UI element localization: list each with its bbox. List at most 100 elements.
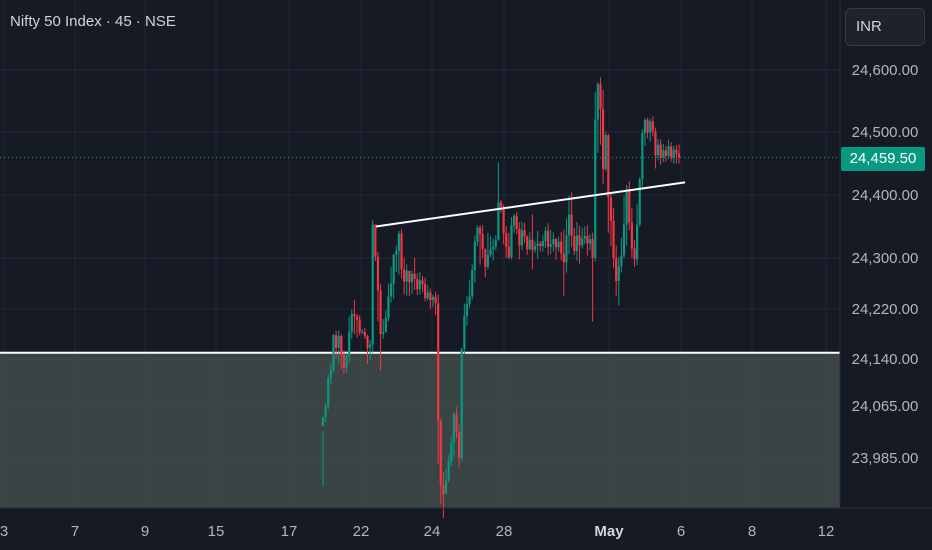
- candle: [573, 227, 576, 255]
- x-tick-label: 12: [818, 523, 835, 540]
- candle: [646, 117, 649, 139]
- candle: [526, 235, 529, 255]
- candle: [371, 220, 374, 353]
- candle: [649, 118, 652, 142]
- candle: [484, 248, 487, 278]
- candle: [382, 319, 385, 339]
- candle: [675, 145, 678, 164]
- candle: [494, 235, 497, 251]
- x-tick-label: 3: [0, 523, 8, 540]
- candle: [599, 77, 602, 145]
- candle: [434, 291, 437, 316]
- candle: [510, 217, 513, 260]
- candle: [604, 132, 607, 172]
- candle: [497, 162, 500, 241]
- candle: [520, 221, 524, 251]
- candle: [591, 232, 594, 322]
- candle: [601, 89, 605, 185]
- candle: [625, 184, 628, 246]
- candle: [612, 207, 615, 269]
- candle: [528, 232, 531, 251]
- candle: [486, 232, 490, 270]
- x-tick-label: 9: [141, 523, 149, 540]
- candle: [670, 142, 673, 162]
- candle: [327, 374, 330, 410]
- candle: [617, 257, 620, 306]
- candle: [594, 91, 597, 262]
- candle: [463, 303, 466, 354]
- candle: [478, 225, 482, 265]
- candle: [512, 213, 516, 233]
- candle: [416, 273, 419, 295]
- y-tick-label: 24,600.00: [852, 62, 919, 79]
- price-axis[interactable]: 24,600.00 24,500.00 24,400.00 24,300.00 24,2…: [852, 62, 919, 467]
- candle: [334, 330, 338, 359]
- candle: [405, 264, 408, 296]
- candle: [363, 327, 366, 339]
- candle: [397, 230, 401, 275]
- symbol-title[interactable]: Nifty 50 Index · 45 · NSE: [10, 13, 176, 30]
- x-tick-label: May: [594, 523, 624, 540]
- candle: [410, 270, 414, 294]
- x-tick-label: 28: [496, 523, 513, 540]
- candle: [353, 300, 356, 334]
- trendline[interactable]: [375, 181, 686, 228]
- candle: [392, 253, 395, 299]
- candle: [536, 230, 539, 259]
- candle: [677, 144, 681, 164]
- currency-button[interactable]: INR: [845, 8, 925, 46]
- candle: [643, 117, 647, 146]
- candle: [340, 334, 343, 370]
- candle: [465, 296, 469, 326]
- candle: [622, 195, 626, 258]
- candle: [549, 229, 552, 255]
- candle: [481, 225, 484, 258]
- candle: [507, 232, 510, 260]
- candle: [337, 330, 340, 365]
- candle: [408, 270, 411, 297]
- candle: [421, 275, 424, 293]
- candle: [672, 145, 675, 164]
- candle: [560, 232, 563, 261]
- x-tick-label: 22: [353, 523, 370, 540]
- candle: [321, 417, 325, 487]
- candle: [499, 200, 503, 213]
- candle: [583, 226, 586, 245]
- candle: [395, 245, 398, 273]
- candle: [541, 235, 544, 252]
- time-axis[interactable]: 3 7 9 15 17 22 24 28 May 6 8 12: [0, 523, 834, 540]
- candle: [515, 212, 518, 235]
- candle: [384, 310, 387, 333]
- candle: [662, 143, 665, 163]
- candle: [358, 315, 361, 336]
- y-tick-label: 24,220.00: [852, 301, 919, 318]
- candle: [505, 226, 508, 258]
- candle: [476, 225, 479, 247]
- candle: [442, 471, 445, 518]
- candle: [437, 294, 440, 464]
- candle: [565, 218, 568, 273]
- candle: [664, 145, 668, 162]
- candle: [552, 232, 555, 252]
- candle: [329, 363, 332, 385]
- candle: [620, 237, 623, 273]
- candle: [636, 204, 639, 266]
- candle: [426, 285, 429, 301]
- candle: [533, 241, 537, 253]
- candle: [638, 177, 641, 227]
- x-tick-label: 24: [424, 523, 441, 540]
- x-tick-label: 6: [677, 523, 685, 540]
- candle: [544, 227, 547, 248]
- candle: [418, 272, 421, 295]
- candle: [562, 229, 565, 296]
- candle: [376, 251, 380, 322]
- candle: [389, 266, 393, 303]
- candle: [656, 138, 660, 161]
- candle: [489, 235, 492, 258]
- x-tick-label: 8: [748, 523, 756, 540]
- candle: [366, 334, 369, 365]
- candle: [403, 258, 406, 295]
- candle: [374, 224, 377, 262]
- candle: [345, 352, 348, 373]
